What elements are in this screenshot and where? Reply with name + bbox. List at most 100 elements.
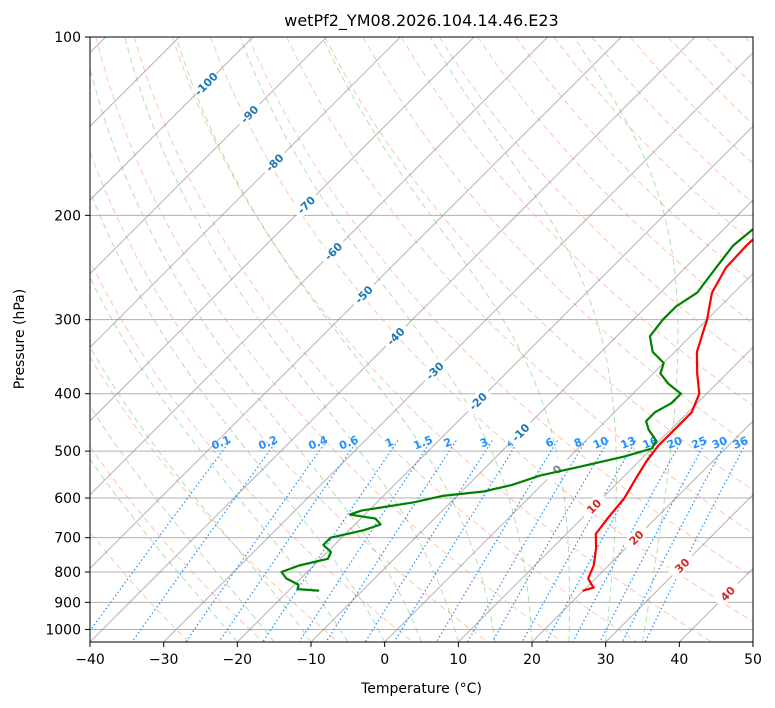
mixing-ratio-label: 3 (478, 435, 490, 450)
mixing-ratio-label: 2 (442, 435, 454, 450)
isotherm-label-background (667, 550, 697, 580)
isotherm-label-background (505, 417, 535, 447)
x-tick-label: −10 (296, 652, 326, 668)
moist-adiabat (573, 37, 679, 642)
mixing-ratio-line (621, 440, 728, 642)
x-tick-label: 0 (380, 652, 389, 668)
dry-adiabat (90, 445, 264, 642)
x-tick-label: −20 (223, 652, 253, 668)
isotherm-gridline (163, 51, 753, 642)
chart-title: wetPf2_YM08.2026.104.14.46.E23 (284, 11, 558, 31)
isotherm-gridline (90, 37, 328, 275)
mixing-ratio-label: 1 (383, 435, 395, 450)
dry-adiabat (90, 150, 488, 642)
x-tick-label: 50 (744, 652, 762, 668)
isotherm-label-background (712, 578, 742, 608)
dewpoint-profile-line (280, 227, 753, 592)
dry-adiabat (324, 37, 753, 491)
isotherm-label-background (419, 355, 449, 385)
mixing-ratio-line (90, 440, 231, 632)
profile-series (280, 227, 753, 592)
x-tick-label: 10 (449, 652, 467, 668)
isotherm-gridline (90, 37, 549, 496)
mixing-ratio-line (393, 440, 520, 642)
mixing-ratio-line (185, 440, 328, 642)
mixing-ratio-line (131, 440, 278, 642)
isotherm-label-background (318, 236, 348, 266)
mixing-ratio-label: 25 (690, 434, 709, 452)
x-axis-title: Temperature (°C) (360, 681, 482, 697)
dry-adiabat (477, 37, 753, 325)
y-tick-label: 800 (54, 565, 81, 581)
moist-adiabat (90, 276, 349, 642)
y-tick-label: 600 (54, 491, 81, 507)
x-tick-label: 20 (523, 652, 541, 668)
moist-adiabat (429, 37, 617, 642)
y-tick-label: 300 (54, 313, 81, 329)
mixing-ratio-label: 20 (665, 434, 684, 452)
dry-adiabat (438, 37, 753, 366)
y-tick-label: 100 (54, 30, 81, 46)
moist-adiabat (124, 37, 459, 642)
dry-adiabat (133, 37, 638, 642)
mixing-ratio-label: 30 (710, 434, 729, 452)
mixing-ratio-line (599, 440, 707, 642)
y-tick-label: 1000 (45, 622, 81, 638)
isotherm-label-background (191, 69, 221, 99)
y-tick-label: 200 (54, 208, 81, 224)
moist-adiabat (175, 37, 496, 642)
isotherm-gridline (90, 37, 475, 422)
x-tick-label: −40 (75, 652, 105, 668)
isotherm-label-background (542, 454, 572, 484)
plot-frame (89, 36, 754, 643)
y-tick-label: 500 (54, 444, 81, 460)
moist-adiabat (239, 37, 533, 642)
isotherm-label-background (621, 522, 651, 552)
isotherm-label-background (463, 386, 493, 416)
mixing-ratio-label: 36 (731, 434, 750, 452)
mixing-ratio-label: 8 (572, 435, 584, 450)
isotherm-label-background (291, 190, 321, 219)
isotherm-gridline (384, 272, 753, 642)
isotherm-gridline (90, 37, 401, 349)
x-tick-label: 30 (597, 652, 615, 668)
mixing-ratio-line (435, 440, 558, 642)
x-tick-label: −30 (149, 652, 179, 668)
y-tick-label: 900 (54, 595, 81, 611)
moist-adiabat (321, 37, 571, 642)
y-tick-label: 400 (54, 387, 81, 403)
dry-adiabat (90, 356, 339, 642)
isotherm-gridline (457, 346, 753, 642)
mixing-ratio-line (218, 440, 358, 642)
dry-adiabat (95, 37, 563, 642)
moist-adiabat (90, 189, 386, 642)
isotherm-label-background (234, 99, 264, 129)
isotherm-gridline (90, 37, 254, 201)
moist-adiabat (90, 458, 238, 642)
mixing-ratio-line (491, 440, 609, 642)
isotherm-gridline (310, 199, 753, 642)
isotherm-label-background (380, 321, 410, 351)
isotherm-gridline (90, 37, 622, 570)
isotherm-label-background (349, 279, 378, 309)
mixing-ratio-line (644, 440, 748, 642)
x-tick-label: 40 (670, 652, 688, 668)
moist-adiabat (90, 405, 275, 642)
isotherm-label-background (579, 491, 609, 521)
y-tick-label: 700 (54, 531, 81, 547)
mixing-ratio-label: 13 (619, 434, 638, 452)
isotherm-label-background (259, 147, 289, 177)
isotherm-gridline (236, 125, 753, 642)
dry-adiabat (248, 37, 753, 578)
axes: −40 −30 −20 −10 0 10 20 30 40 50 100 200 300 400 500 60… (45, 30, 762, 668)
mixing-ratio-line (572, 440, 683, 642)
mixing-ratio-line (364, 440, 493, 642)
mixing-ratio-line (466, 440, 587, 642)
mixing-ratio-label: 10 (591, 434, 610, 452)
temperature-profile-line (582, 238, 753, 592)
isotherm-gridline (605, 493, 753, 642)
y-axis-title: Pressure (hPa) (12, 289, 28, 389)
moist-adiabat (90, 66, 422, 642)
